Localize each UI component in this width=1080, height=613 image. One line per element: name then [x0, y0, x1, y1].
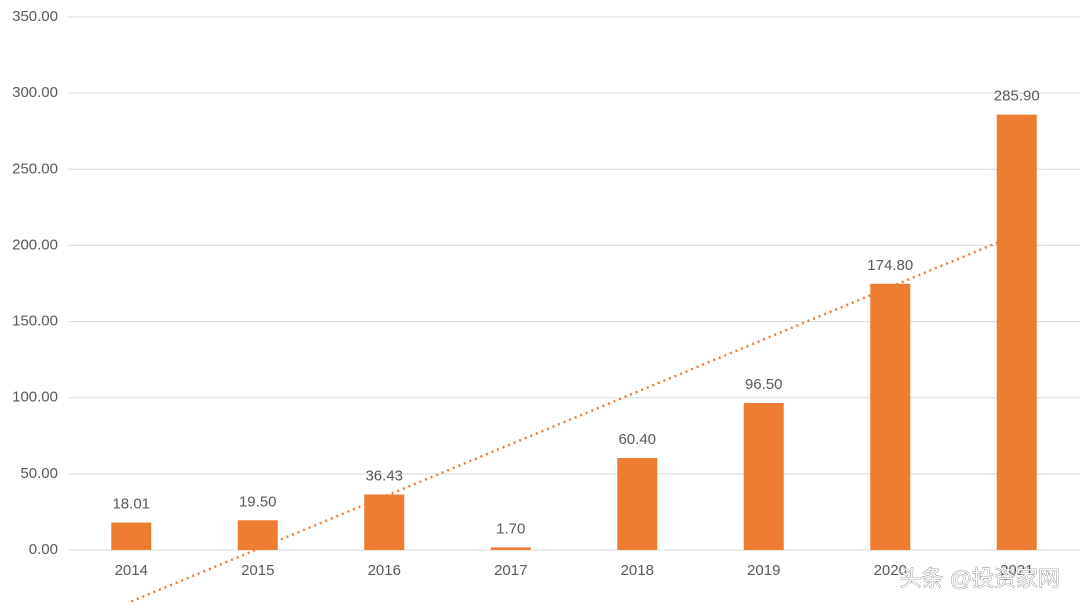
y-tick-label: 100.00 [12, 389, 58, 406]
bar [490, 547, 531, 550]
y-tick-label: 150.00 [12, 313, 58, 330]
data-label: 60.40 [618, 431, 656, 448]
bar [237, 520, 278, 550]
y-tick-label: 200.00 [12, 236, 58, 253]
x-tick-label: 2016 [368, 562, 401, 579]
y-tick-label: 350.00 [12, 8, 58, 25]
y-tick-label: 50.00 [20, 465, 58, 482]
bar [743, 403, 784, 550]
y-tick-label: 300.00 [12, 84, 58, 101]
bar [617, 458, 658, 550]
trendline [130, 233, 1018, 603]
y-tick-label: 0.00 [29, 541, 58, 558]
x-tick-label: 2018 [621, 562, 654, 579]
watermark: 头条 @投资家网 [900, 566, 1060, 591]
data-label: 19.50 [239, 493, 277, 510]
x-tick-label: 2021 [1000, 562, 1033, 579]
data-label: 96.50 [745, 376, 783, 393]
bar [996, 114, 1037, 550]
x-tick-label: 2020 [874, 562, 907, 579]
data-label: 285.90 [994, 88, 1040, 105]
y-tick-label: 250.00 [12, 160, 58, 177]
data-label: 36.43 [365, 467, 403, 484]
x-tick-label: 2017 [494, 562, 527, 579]
x-tick-label: 2015 [241, 562, 274, 579]
data-label: 174.80 [867, 257, 913, 274]
x-tick-label: 2014 [115, 562, 148, 579]
data-label: 1.70 [496, 520, 525, 537]
bar [111, 522, 152, 550]
bar [870, 283, 911, 550]
x-tick-label: 2019 [747, 562, 780, 579]
data-label: 18.01 [112, 496, 150, 513]
bar [364, 494, 405, 550]
